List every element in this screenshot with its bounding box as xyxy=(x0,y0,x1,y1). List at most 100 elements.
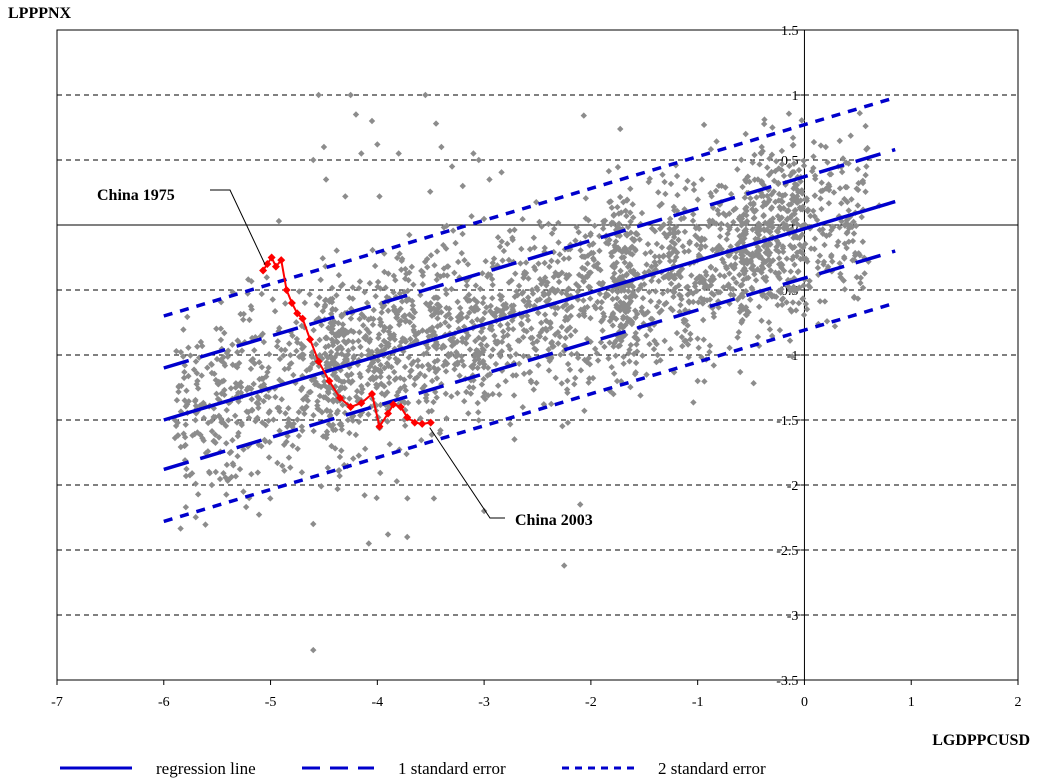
scatter-point xyxy=(407,335,414,343)
scatter-point xyxy=(229,341,236,348)
scatter-point xyxy=(454,298,461,306)
scatter-point xyxy=(756,161,763,168)
scatter-point xyxy=(385,354,393,361)
scatter-point xyxy=(538,223,545,230)
scatter-point xyxy=(491,313,499,320)
scatter-point xyxy=(624,318,632,325)
x-tick-label: 1 xyxy=(908,695,915,710)
scatter-point xyxy=(445,310,453,318)
scatter-point xyxy=(862,171,869,179)
scatter-point xyxy=(801,221,808,228)
scatter-point xyxy=(442,319,449,326)
scatter-point xyxy=(460,362,467,369)
scatter-point xyxy=(560,347,568,355)
scatter-point xyxy=(847,132,854,139)
scatter-point xyxy=(422,394,430,402)
scatter-point xyxy=(357,343,364,351)
scatter-point xyxy=(793,193,801,200)
scatter-point xyxy=(788,308,795,315)
scatter-point xyxy=(865,258,872,265)
scatter-point xyxy=(716,201,724,208)
scatter-point xyxy=(727,190,735,198)
scatter-point xyxy=(451,366,458,373)
scatter-point xyxy=(811,235,819,242)
scatter-point xyxy=(338,426,346,433)
scatter-point xyxy=(510,392,518,399)
scatter-point xyxy=(810,138,818,146)
scatter-point xyxy=(597,304,604,312)
scatter-point xyxy=(470,384,477,391)
scatter-point xyxy=(274,338,282,345)
scatter-point xyxy=(792,206,799,214)
scatter-point xyxy=(349,377,356,385)
scatter-point xyxy=(620,198,627,206)
scatter-point xyxy=(689,217,697,225)
scatter-point xyxy=(544,279,551,286)
scatter-point xyxy=(616,274,624,281)
scatter-point xyxy=(287,351,294,359)
scatter-point xyxy=(751,176,758,183)
scatter-point xyxy=(251,360,258,367)
china-point xyxy=(263,260,272,268)
scatter-point xyxy=(769,257,777,264)
scatter-point xyxy=(609,311,616,318)
scatter-point xyxy=(551,310,559,318)
scatter-point xyxy=(565,304,573,312)
scatter-point xyxy=(730,291,737,299)
scatter-point xyxy=(622,231,630,238)
scatter-point xyxy=(854,295,862,302)
scatter-point xyxy=(644,308,651,316)
scatter-point xyxy=(545,220,552,228)
scatter-point xyxy=(613,315,620,323)
scatter-point xyxy=(655,298,663,306)
scatter-point xyxy=(285,405,292,412)
scatter-point xyxy=(609,287,616,294)
scatter-point xyxy=(618,254,625,261)
scatter-point xyxy=(194,491,202,498)
scatter-point xyxy=(715,242,723,250)
scatter-point xyxy=(579,264,586,272)
scatter-point xyxy=(337,327,345,334)
scatter-point xyxy=(356,315,363,323)
scatter-point xyxy=(658,200,665,208)
scatter-point xyxy=(673,249,681,256)
scatter-point xyxy=(355,452,362,459)
scatter-point xyxy=(180,326,187,333)
scatter-point xyxy=(181,442,188,450)
scatter-point xyxy=(386,379,393,387)
scatter-point xyxy=(718,246,725,253)
scatter-point xyxy=(369,321,377,328)
scatter-point xyxy=(253,415,260,423)
scatter-point xyxy=(224,477,231,484)
scatter-point xyxy=(337,384,344,391)
scatter-point xyxy=(322,301,329,309)
scatter-point xyxy=(694,234,701,242)
scatter-point xyxy=(850,294,858,301)
scatter-point xyxy=(343,371,351,379)
scatter-point xyxy=(276,324,283,332)
scatter-point xyxy=(611,270,618,277)
scatter-point xyxy=(385,343,392,350)
scatter-point xyxy=(617,125,624,133)
scatter-point xyxy=(440,241,447,249)
scatter-point xyxy=(713,220,720,227)
scatter-point xyxy=(586,375,593,382)
scatter-point xyxy=(715,298,722,305)
scatter-outlier xyxy=(320,143,328,151)
scatter-point xyxy=(494,382,502,389)
scatter-point xyxy=(204,364,211,371)
scatter-point xyxy=(404,495,411,502)
scatter-point xyxy=(780,172,788,180)
scatter-point xyxy=(580,112,587,119)
scatter-point xyxy=(321,297,329,304)
scatter-point xyxy=(256,375,263,383)
scatter-point xyxy=(764,164,771,171)
scatter-point xyxy=(310,427,317,435)
scatter-point xyxy=(489,346,497,353)
scatter-point xyxy=(498,338,506,346)
scatter-point xyxy=(528,325,535,332)
scatter-point xyxy=(194,385,202,392)
scatter-point xyxy=(673,329,681,337)
x-tick-label: -5 xyxy=(265,695,277,710)
scatter-point xyxy=(776,326,784,334)
